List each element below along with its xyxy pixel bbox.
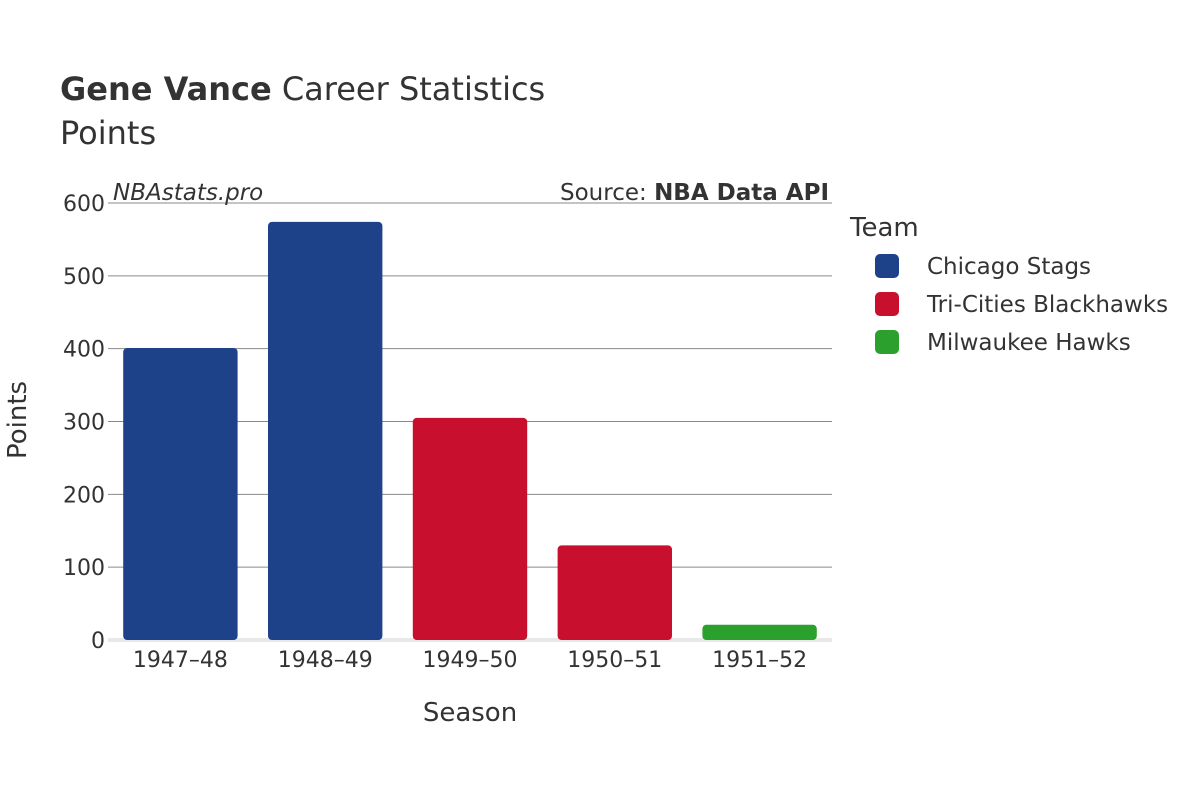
- y-tick-label: 400: [63, 338, 105, 363]
- legend: Team Chicago Stags Tri-Cities Blackhawks M…: [849, 213, 1168, 356]
- legend-swatch: [875, 254, 899, 278]
- source-prefix: Source:: [560, 180, 654, 206]
- y-tick-label: 500: [63, 265, 105, 290]
- player-name: Gene Vance: [60, 70, 272, 108]
- chart-subtitle: Points: [60, 114, 156, 152]
- chart-title: Gene Vance Career Statistics: [60, 70, 545, 108]
- bar-1947–48: [123, 347, 238, 640]
- legend-swatch: [875, 330, 899, 354]
- x-axis-title: Season: [423, 698, 517, 728]
- y-tick-label: 200: [63, 483, 105, 508]
- bar-1950–51: [557, 545, 672, 640]
- y-tick-label: 600: [63, 192, 105, 217]
- x-tick-label: 1950–51: [567, 648, 662, 673]
- bars: [123, 221, 817, 641]
- y-tick-label: 0: [91, 629, 105, 654]
- x-tick-label: 1948–49: [278, 648, 373, 673]
- x-tick-label: 1947–48: [133, 648, 228, 673]
- y-tick-label: 300: [63, 411, 105, 436]
- y-axis-ticks: 0 100 200 300 400 500 600: [63, 192, 105, 654]
- title-rest: Career Statistics: [272, 70, 546, 108]
- bar-1951–52: [702, 624, 817, 640]
- source-credit: Source: NBA Data API: [560, 180, 829, 206]
- y-tick-label: 100: [63, 556, 105, 581]
- legend-swatch: [875, 292, 899, 316]
- legend-label: Milwaukee Hawks: [927, 330, 1131, 356]
- legend-label: Tri-Cities Blackhawks: [926, 292, 1168, 318]
- source-name: NBA Data API: [654, 180, 829, 206]
- x-tick-label: 1951–52: [712, 648, 807, 673]
- legend-title: Team: [849, 213, 919, 243]
- y-axis-title: Points: [3, 381, 33, 459]
- x-tick-label: 1949–50: [423, 648, 518, 673]
- legend-label: Chicago Stags: [927, 254, 1091, 280]
- bar-1949–50: [412, 417, 528, 640]
- x-axis-ticks: 1947–48 1948–49 1949–50 1950–51 1951–52: [133, 648, 807, 673]
- watermark: NBAstats.pro: [113, 180, 263, 206]
- bar-1948–49: [268, 221, 383, 641]
